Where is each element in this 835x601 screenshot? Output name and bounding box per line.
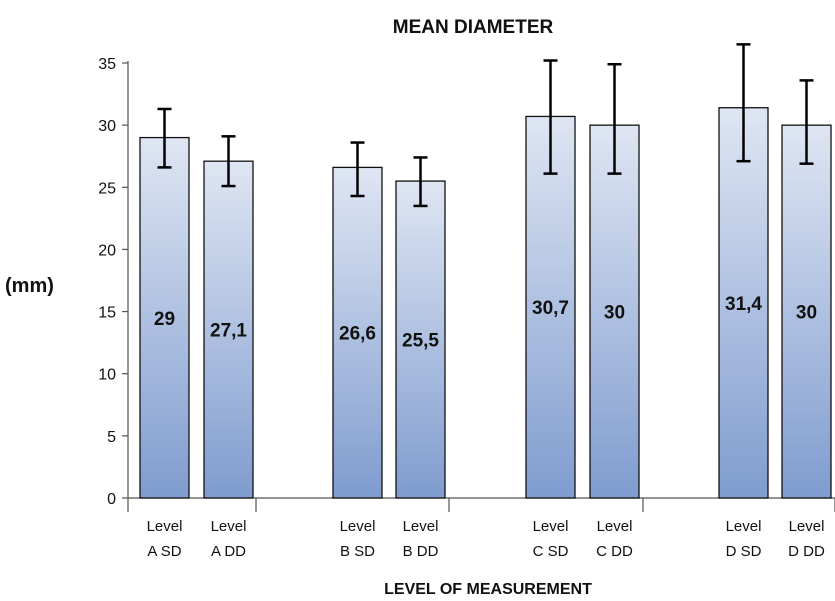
y-tick-label: 25 [98, 180, 116, 197]
x-tick-label: C DD [596, 543, 633, 560]
x-tick-label: C SD [533, 543, 569, 560]
bar [332, 166, 383, 499]
x-tick-label: Level [789, 518, 825, 535]
x-tick-label: B DD [403, 543, 439, 560]
x-tick-label: Level [403, 518, 439, 535]
bar [395, 180, 446, 499]
chart-title: MEAN DIAMETER [393, 17, 554, 38]
bar [718, 107, 769, 499]
bar-value-label: 30,7 [532, 298, 569, 319]
x-tick-labels: Level A SD Level A DD Level B SD Level B DD Leve… [147, 518, 825, 560]
y-tick-label: 20 [98, 242, 116, 259]
x-tick-label: Level [597, 518, 633, 535]
x-tick-label: Level [340, 518, 376, 535]
y-tick-label: 15 [98, 305, 116, 322]
bar [203, 160, 254, 499]
bar-value-label: 31,4 [725, 294, 762, 315]
bar-value-label: 30 [796, 303, 817, 324]
y-axis-label: (mm) [5, 275, 54, 297]
x-tick-label: A DD [211, 543, 246, 560]
y-tick-label: 10 [98, 367, 116, 384]
y-tick-label: 0 [107, 491, 116, 508]
x-tick-label: Level [533, 518, 569, 535]
bar-value-label: 29 [154, 309, 175, 330]
x-tick-label: A SD [147, 543, 181, 560]
x-axis-label: LEVEL OF MEASUREMENT [384, 581, 592, 598]
bar [589, 124, 640, 499]
y-tick-label: 5 [107, 429, 116, 446]
x-tick-label: Level [211, 518, 247, 535]
x-tick-label: B SD [340, 543, 375, 560]
bars [139, 107, 832, 499]
bar-value-label: 25,5 [402, 331, 439, 352]
data-labels: 29 27,1 26,6 25,5 30,7 30 31,4 30 [154, 294, 817, 352]
bar [781, 124, 832, 499]
error-bars [157, 43, 814, 208]
x-tick-label: Level [147, 518, 183, 535]
y-tick-label: 30 [98, 118, 116, 135]
x-tick-label: D DD [788, 543, 825, 560]
bar [139, 136, 190, 499]
x-tick-label: Level [726, 518, 762, 535]
bar-value-label: 26,6 [339, 324, 376, 345]
bar-value-label: 27,1 [210, 321, 247, 342]
y-tick-label: 35 [98, 56, 116, 73]
x-tick-label: D SD [726, 543, 762, 560]
bar-value-label: 30 [604, 303, 625, 324]
